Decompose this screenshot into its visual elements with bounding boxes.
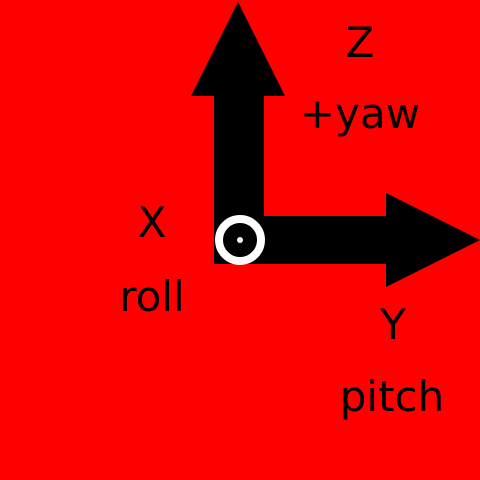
x-axis-out-of-page-marker <box>215 215 265 265</box>
z-axis-arrowhead <box>191 2 285 96</box>
z-axis-letter: Z <box>345 18 375 67</box>
x-axis-marker-dot <box>237 237 243 243</box>
x-axis-caption: roll <box>119 272 185 321</box>
z-axis-caption: +yaw <box>299 89 421 138</box>
y-axis-letter: Y <box>380 300 406 349</box>
y-axis-caption: pitch <box>339 372 445 421</box>
x-axis-letter: X <box>137 198 167 247</box>
y-axis-arrowhead <box>386 193 480 287</box>
